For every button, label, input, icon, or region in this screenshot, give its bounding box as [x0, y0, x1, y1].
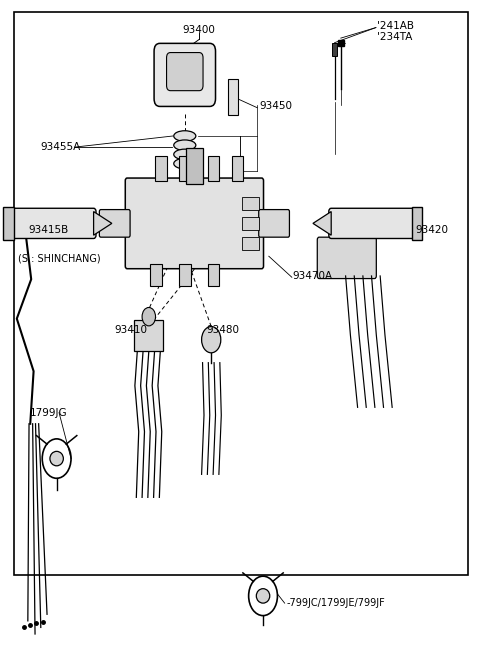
- Bar: [155, 156, 167, 181]
- Bar: [232, 156, 243, 181]
- Text: 93415B: 93415B: [29, 225, 69, 235]
- Ellipse shape: [174, 149, 196, 160]
- Text: 93400: 93400: [183, 25, 216, 35]
- Bar: [242, 217, 259, 230]
- Text: '234TA: '234TA: [377, 32, 412, 43]
- FancyBboxPatch shape: [154, 43, 216, 106]
- Ellipse shape: [256, 589, 270, 603]
- Bar: [208, 264, 219, 286]
- Bar: [3, 207, 14, 240]
- Circle shape: [142, 307, 156, 326]
- Text: 93410: 93410: [114, 325, 147, 336]
- Text: 93420: 93420: [415, 225, 448, 235]
- FancyBboxPatch shape: [259, 210, 289, 237]
- Circle shape: [202, 327, 221, 353]
- Text: (S : SHINCHANG): (S : SHINCHANG): [18, 253, 101, 263]
- FancyBboxPatch shape: [99, 210, 130, 237]
- Text: 93455A: 93455A: [41, 142, 81, 152]
- FancyBboxPatch shape: [317, 237, 376, 279]
- Ellipse shape: [174, 158, 196, 169]
- Ellipse shape: [50, 451, 63, 466]
- Ellipse shape: [174, 131, 196, 141]
- Bar: [179, 264, 191, 286]
- Ellipse shape: [174, 140, 196, 150]
- Bar: [242, 237, 259, 250]
- Text: 93480: 93480: [206, 325, 240, 336]
- Text: -799JC/1799JE/799JF: -799JC/1799JE/799JF: [286, 598, 385, 608]
- Text: 93470A: 93470A: [293, 271, 333, 281]
- Bar: [186, 148, 203, 184]
- Bar: [134, 320, 163, 351]
- Text: 93450: 93450: [259, 101, 292, 112]
- FancyBboxPatch shape: [125, 178, 264, 269]
- Bar: [412, 207, 422, 240]
- Text: '241AB: '241AB: [377, 21, 414, 32]
- FancyBboxPatch shape: [167, 53, 203, 91]
- Bar: [179, 156, 191, 181]
- Polygon shape: [94, 212, 112, 235]
- FancyBboxPatch shape: [329, 208, 415, 238]
- Text: 1799JG: 1799JG: [30, 407, 68, 418]
- Bar: [242, 197, 259, 210]
- FancyBboxPatch shape: [10, 208, 96, 238]
- Bar: [332, 43, 337, 56]
- Bar: [208, 156, 219, 181]
- Bar: [150, 264, 162, 286]
- Bar: [14, 12, 468, 575]
- Ellipse shape: [158, 91, 211, 106]
- Polygon shape: [313, 212, 331, 235]
- Bar: [228, 79, 238, 115]
